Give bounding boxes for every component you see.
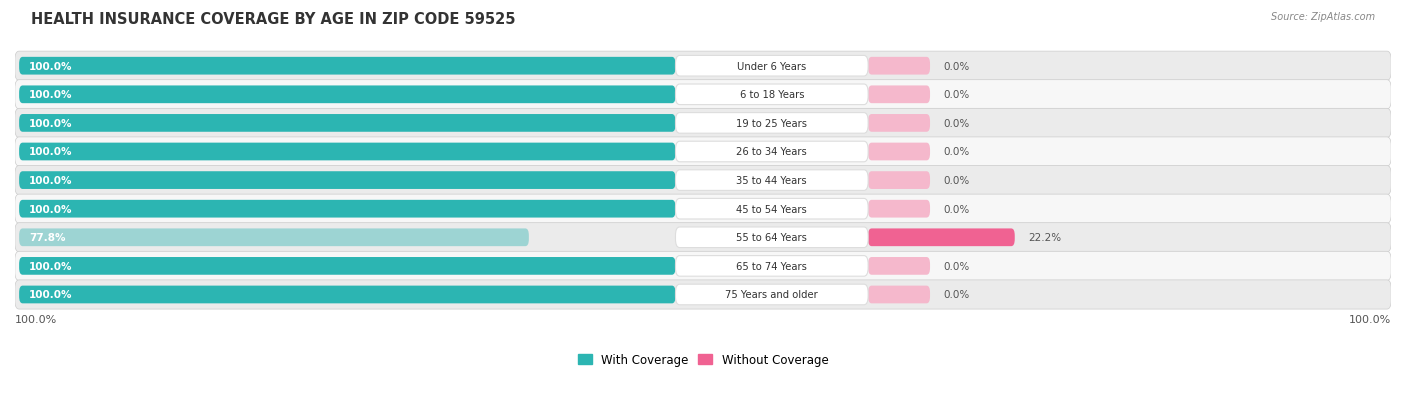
FancyBboxPatch shape <box>15 195 1391 224</box>
FancyBboxPatch shape <box>20 172 675 190</box>
FancyBboxPatch shape <box>675 285 868 305</box>
FancyBboxPatch shape <box>868 200 929 218</box>
Text: 0.0%: 0.0% <box>943 290 970 300</box>
Text: 100.0%: 100.0% <box>28 62 72 71</box>
FancyBboxPatch shape <box>15 252 1391 281</box>
FancyBboxPatch shape <box>868 143 929 161</box>
FancyBboxPatch shape <box>675 113 868 134</box>
FancyBboxPatch shape <box>675 256 868 277</box>
Text: 0.0%: 0.0% <box>943 147 970 157</box>
FancyBboxPatch shape <box>15 223 1391 252</box>
FancyBboxPatch shape <box>675 199 868 219</box>
FancyBboxPatch shape <box>20 115 675 133</box>
Text: 100.0%: 100.0% <box>28 119 72 128</box>
FancyBboxPatch shape <box>868 172 929 190</box>
FancyBboxPatch shape <box>20 86 675 104</box>
Text: 75 Years and older: 75 Years and older <box>725 290 818 300</box>
Text: 100.0%: 100.0% <box>28 290 72 300</box>
FancyBboxPatch shape <box>20 58 675 76</box>
Text: 100.0%: 100.0% <box>1348 314 1391 324</box>
FancyBboxPatch shape <box>675 56 868 77</box>
FancyBboxPatch shape <box>868 257 929 275</box>
FancyBboxPatch shape <box>20 200 675 218</box>
FancyBboxPatch shape <box>675 228 868 248</box>
FancyBboxPatch shape <box>20 286 675 304</box>
Text: 100.0%: 100.0% <box>28 176 72 186</box>
Text: 100.0%: 100.0% <box>28 90 72 100</box>
FancyBboxPatch shape <box>20 257 675 275</box>
Text: 6 to 18 Years: 6 to 18 Years <box>740 90 804 100</box>
Text: 19 to 25 Years: 19 to 25 Years <box>737 119 807 128</box>
Text: 55 to 64 Years: 55 to 64 Years <box>737 233 807 243</box>
Legend: With Coverage, Without Coverage: With Coverage, Without Coverage <box>578 353 828 366</box>
FancyBboxPatch shape <box>868 115 929 133</box>
FancyBboxPatch shape <box>15 280 1391 309</box>
Text: Under 6 Years: Under 6 Years <box>737 62 807 71</box>
Text: 0.0%: 0.0% <box>943 261 970 271</box>
Text: 0.0%: 0.0% <box>943 176 970 186</box>
Text: 26 to 34 Years: 26 to 34 Years <box>737 147 807 157</box>
Text: 65 to 74 Years: 65 to 74 Years <box>737 261 807 271</box>
FancyBboxPatch shape <box>15 52 1391 81</box>
Text: 45 to 54 Years: 45 to 54 Years <box>737 204 807 214</box>
Text: 100.0%: 100.0% <box>28 204 72 214</box>
FancyBboxPatch shape <box>15 81 1391 109</box>
Text: 0.0%: 0.0% <box>943 119 970 128</box>
Text: HEALTH INSURANCE COVERAGE BY AGE IN ZIP CODE 59525: HEALTH INSURANCE COVERAGE BY AGE IN ZIP … <box>31 12 516 27</box>
Text: 100.0%: 100.0% <box>15 314 58 324</box>
Text: 100.0%: 100.0% <box>28 261 72 271</box>
FancyBboxPatch shape <box>15 166 1391 195</box>
FancyBboxPatch shape <box>675 142 868 162</box>
FancyBboxPatch shape <box>675 85 868 105</box>
Text: 35 to 44 Years: 35 to 44 Years <box>737 176 807 186</box>
FancyBboxPatch shape <box>675 171 868 191</box>
FancyBboxPatch shape <box>868 86 929 104</box>
Text: 0.0%: 0.0% <box>943 62 970 71</box>
Text: 100.0%: 100.0% <box>28 147 72 157</box>
Text: Source: ZipAtlas.com: Source: ZipAtlas.com <box>1271 12 1375 22</box>
Text: 22.2%: 22.2% <box>1029 233 1062 243</box>
Text: 0.0%: 0.0% <box>943 90 970 100</box>
FancyBboxPatch shape <box>20 229 529 247</box>
FancyBboxPatch shape <box>15 109 1391 138</box>
Text: 77.8%: 77.8% <box>28 233 65 243</box>
FancyBboxPatch shape <box>868 229 1015 247</box>
Text: 0.0%: 0.0% <box>943 204 970 214</box>
FancyBboxPatch shape <box>868 286 929 304</box>
FancyBboxPatch shape <box>868 58 929 76</box>
FancyBboxPatch shape <box>15 138 1391 167</box>
FancyBboxPatch shape <box>20 143 675 161</box>
